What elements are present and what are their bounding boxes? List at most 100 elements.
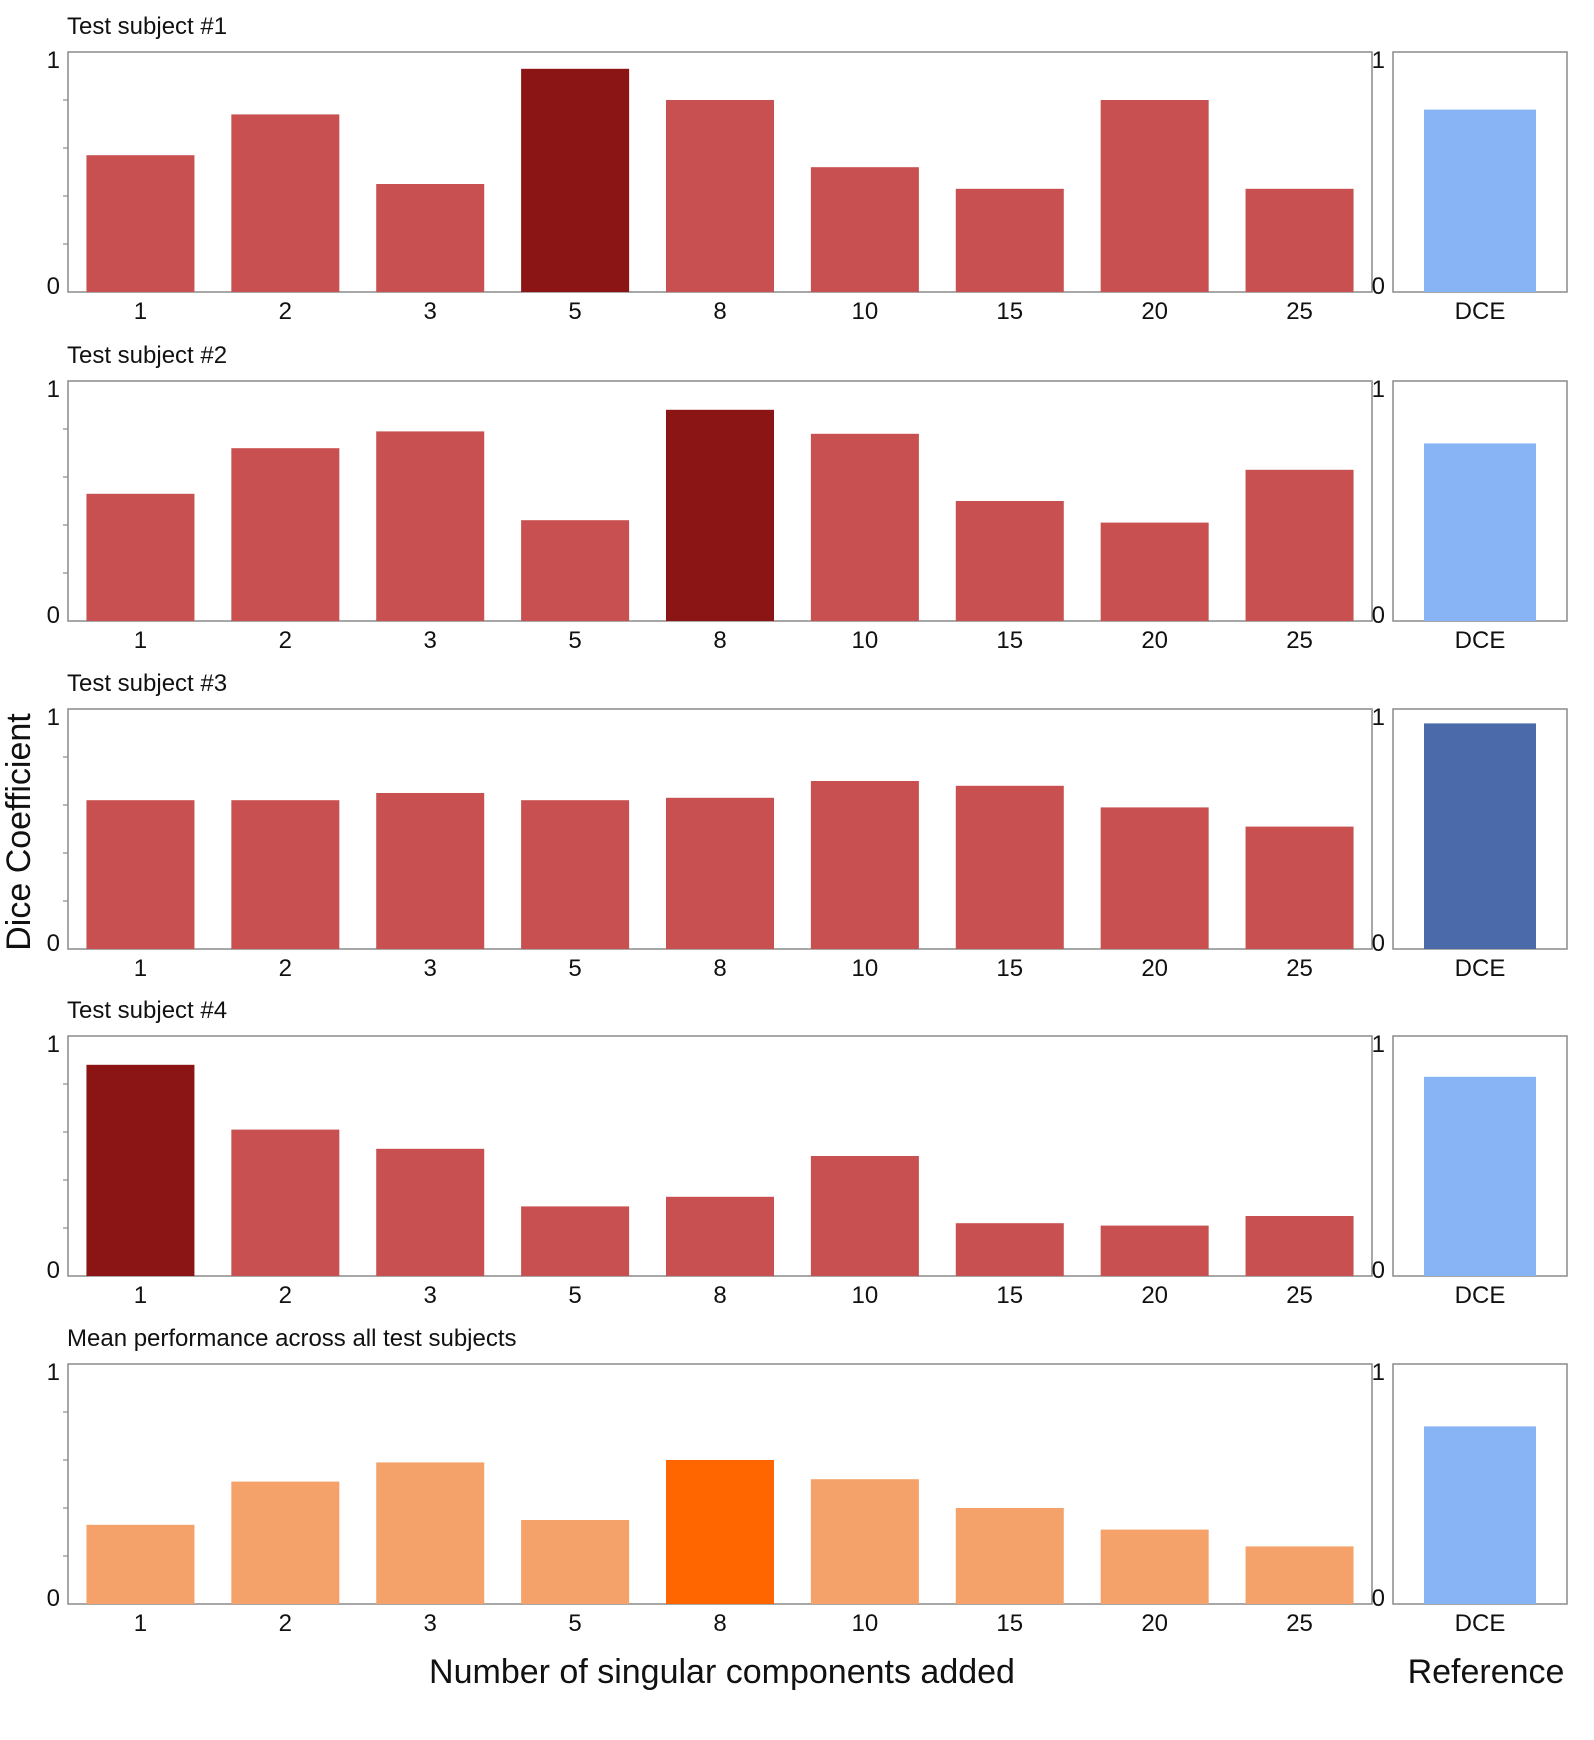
bar bbox=[376, 1462, 485, 1604]
ref-y-tick-label: 1 bbox=[1372, 376, 1385, 403]
y-tick-label: 0 bbox=[47, 602, 60, 629]
bar bbox=[666, 100, 774, 292]
x-tick-label: 25 bbox=[1286, 1282, 1313, 1309]
x-tick-label: 2 bbox=[279, 1282, 292, 1309]
y-tick-label: 1 bbox=[47, 1359, 60, 1386]
bar bbox=[376, 1148, 485, 1276]
x-tick-label: 5 bbox=[568, 627, 581, 654]
reference-bar bbox=[1424, 1426, 1536, 1604]
x-tick-label: 20 bbox=[1141, 298, 1168, 325]
x-tick-label: 8 bbox=[713, 298, 726, 325]
x-tick-label: 20 bbox=[1141, 1282, 1168, 1309]
reference-bar bbox=[1424, 723, 1536, 949]
y-tick-label: 1 bbox=[47, 704, 60, 731]
y-tick-label: 0 bbox=[47, 1585, 60, 1612]
bar bbox=[955, 785, 1064, 949]
reference-bar bbox=[1424, 443, 1536, 621]
bar bbox=[86, 155, 195, 292]
panel-title: Test subject #1 bbox=[67, 13, 227, 40]
x-tick-label: 3 bbox=[424, 1610, 437, 1637]
bar bbox=[810, 1479, 919, 1604]
x-tick-label: 1 bbox=[134, 955, 147, 982]
panel-title: Test subject #2 bbox=[67, 342, 227, 369]
x-tick-label: 25 bbox=[1286, 1610, 1313, 1637]
bar bbox=[376, 793, 485, 949]
x-tick-label: 2 bbox=[279, 1610, 292, 1637]
bar bbox=[521, 1206, 630, 1276]
bar bbox=[1100, 1529, 1209, 1604]
x-tick-label: 5 bbox=[568, 298, 581, 325]
reference-label: Reference bbox=[1408, 1653, 1565, 1691]
bar-best bbox=[666, 409, 774, 621]
x-tick-label: 2 bbox=[279, 298, 292, 325]
bar bbox=[521, 1520, 630, 1604]
bar bbox=[810, 433, 919, 621]
bar bbox=[1245, 1546, 1354, 1604]
x-tick-label: 1 bbox=[134, 298, 147, 325]
bar bbox=[955, 1508, 1064, 1604]
x-tick-label: 20 bbox=[1141, 955, 1168, 982]
x-tick-label: 5 bbox=[568, 955, 581, 982]
bar bbox=[376, 431, 485, 621]
x-tick-label: 8 bbox=[713, 627, 726, 654]
x-tick-label: 8 bbox=[713, 1282, 726, 1309]
x-tick-label: 8 bbox=[713, 955, 726, 982]
panel-title: Mean performance across all test subject… bbox=[67, 1325, 517, 1352]
x-tick-label: 1 bbox=[134, 627, 147, 654]
bar bbox=[86, 800, 195, 949]
reference-tick-label: DCE bbox=[1455, 1282, 1506, 1309]
bar bbox=[666, 797, 774, 949]
bar bbox=[1100, 1225, 1209, 1276]
bar bbox=[1245, 469, 1354, 621]
y-axis-label: Dice Coefficient bbox=[0, 713, 38, 951]
ref-y-tick-label: 0 bbox=[1372, 1257, 1385, 1284]
x-tick-label: 20 bbox=[1141, 627, 1168, 654]
bar bbox=[231, 114, 340, 293]
x-tick-label: 15 bbox=[996, 1610, 1023, 1637]
x-tick-label: 3 bbox=[424, 955, 437, 982]
x-tick-label: 10 bbox=[852, 298, 879, 325]
x-tick-label: 10 bbox=[852, 627, 879, 654]
ref-y-tick-label: 0 bbox=[1372, 273, 1385, 300]
y-tick-label: 0 bbox=[47, 273, 60, 300]
x-tick-label: 3 bbox=[424, 627, 437, 654]
y-tick-label: 0 bbox=[47, 1257, 60, 1284]
bar-best bbox=[521, 68, 630, 292]
bar bbox=[955, 1223, 1064, 1276]
chart-panel-5: Mean performance across all test subject… bbox=[47, 1325, 1568, 1637]
bar bbox=[231, 1129, 340, 1276]
bar bbox=[1100, 807, 1209, 949]
bar bbox=[376, 184, 485, 292]
bar bbox=[1100, 522, 1209, 621]
y-tick-label: 0 bbox=[47, 930, 60, 957]
reference-tick-label: DCE bbox=[1455, 298, 1506, 325]
x-tick-label: 5 bbox=[568, 1610, 581, 1637]
ref-y-tick-label: 0 bbox=[1372, 930, 1385, 957]
x-tick-label: 15 bbox=[996, 955, 1023, 982]
bar bbox=[1100, 100, 1209, 292]
bar bbox=[955, 188, 1064, 292]
reference-bar bbox=[1424, 109, 1536, 292]
ref-y-tick-label: 1 bbox=[1372, 704, 1385, 731]
x-tick-label: 2 bbox=[279, 627, 292, 654]
x-tick-label: 3 bbox=[424, 1282, 437, 1309]
x-tick-label: 15 bbox=[996, 627, 1023, 654]
ref-y-tick-label: 1 bbox=[1372, 1031, 1385, 1058]
bar bbox=[810, 167, 919, 292]
reference-tick-label: DCE bbox=[1455, 1610, 1506, 1637]
x-tick-label: 10 bbox=[852, 955, 879, 982]
bar bbox=[521, 520, 630, 621]
x-tick-label: 1 bbox=[134, 1282, 147, 1309]
bar bbox=[231, 448, 340, 621]
x-axis-label: Number of singular components added bbox=[429, 1653, 1015, 1691]
ref-y-tick-label: 0 bbox=[1372, 602, 1385, 629]
x-tick-label: 15 bbox=[996, 1282, 1023, 1309]
ref-y-tick-label: 0 bbox=[1372, 1585, 1385, 1612]
x-tick-label: 25 bbox=[1286, 298, 1313, 325]
bar bbox=[86, 493, 195, 621]
